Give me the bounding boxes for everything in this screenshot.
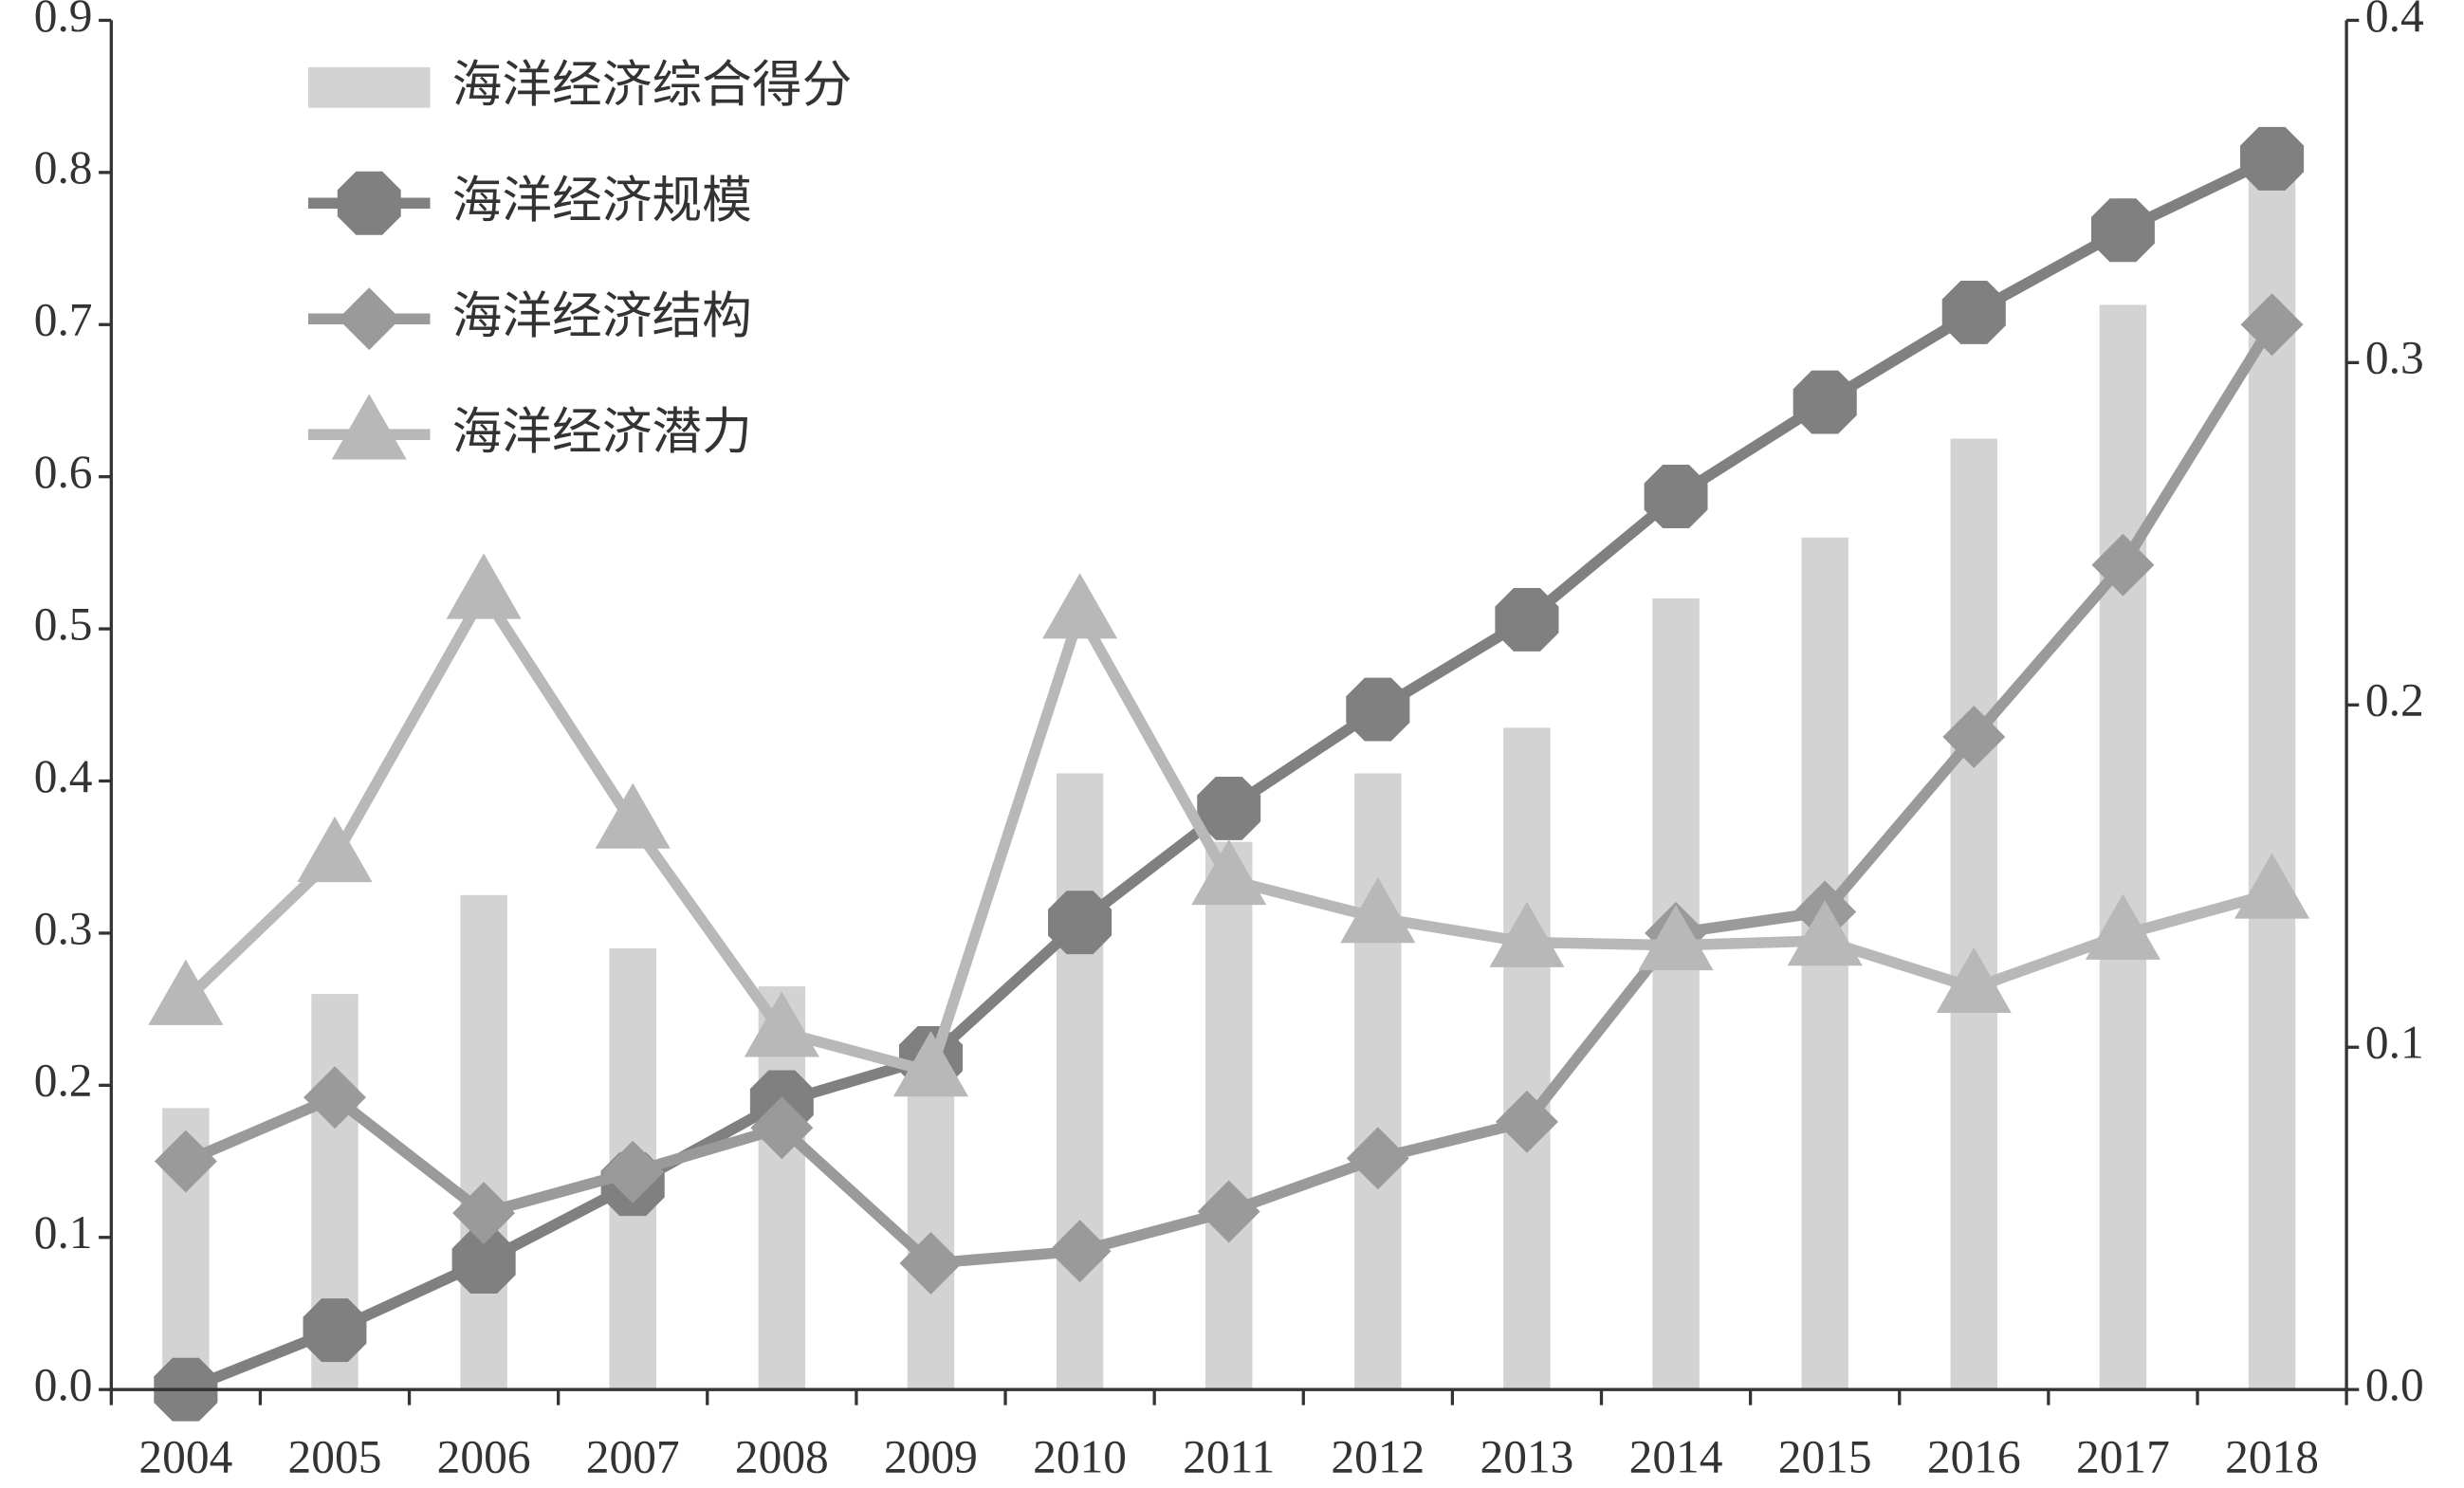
marker — [1048, 891, 1112, 955]
marker — [1489, 901, 1565, 967]
y-tick-label: 0.2 — [34, 1055, 93, 1107]
marker — [1197, 776, 1261, 840]
marker — [297, 816, 373, 883]
bar — [2248, 172, 2296, 1390]
marker — [1936, 946, 2012, 1014]
x-tick-label: 2007 — [586, 1430, 680, 1482]
marker — [744, 991, 819, 1057]
x-tick-label: 2004 — [138, 1430, 232, 1482]
marker — [1340, 877, 1416, 944]
marker — [154, 1130, 217, 1193]
marker — [750, 1096, 814, 1160]
marker — [1644, 464, 1708, 529]
legend-swatch — [307, 66, 431, 108]
y-tick-label: 0.3 — [34, 902, 93, 954]
bar — [1950, 438, 1998, 1390]
y-tick-label: 0.1 — [34, 1206, 93, 1258]
y-tick-label: 0.8 — [34, 141, 93, 193]
y-tick-label: 0.5 — [34, 597, 93, 650]
marker — [1495, 588, 1559, 652]
x-tick-label: 2014 — [1629, 1430, 1723, 1482]
marker — [451, 1229, 516, 1294]
marker — [1191, 838, 1267, 906]
marker — [2234, 853, 2310, 919]
marker — [2240, 126, 2305, 191]
y2-tick-label: 0.4 — [2365, 0, 2424, 42]
x-tick-label: 2011 — [1183, 1430, 1275, 1482]
y-tick-label: 0.6 — [34, 446, 93, 498]
x-tick-label: 2006 — [437, 1430, 531, 1482]
marker — [303, 1298, 367, 1363]
marker — [446, 553, 522, 619]
marker — [1042, 573, 1118, 639]
legend-label: 海洋经济综合得分 — [452, 56, 853, 114]
x-tick-label: 2010 — [1033, 1430, 1127, 1482]
x-tick-label: 2012 — [1331, 1430, 1425, 1482]
x-tick-label: 2005 — [288, 1430, 382, 1482]
legend-label: 海洋经济潜力 — [452, 403, 752, 461]
bar — [2099, 304, 2147, 1390]
marker — [595, 782, 671, 849]
x-tick-label: 2017 — [2076, 1430, 2170, 1482]
marker — [1793, 370, 1857, 434]
y-tick-label: 0.7 — [34, 294, 93, 346]
y2-tick-label: 0.3 — [2365, 332, 2424, 384]
marker — [1941, 281, 2006, 344]
x-tick-label: 2013 — [1480, 1430, 1574, 1482]
bar — [1503, 727, 1551, 1390]
bar — [460, 894, 507, 1390]
y2-tick-label: 0.1 — [2365, 1017, 2424, 1069]
y2-tick-label: 0.2 — [2365, 674, 2424, 726]
marker — [148, 959, 224, 1025]
x-tick-label: 2008 — [735, 1430, 829, 1482]
x-tick-label: 2016 — [1927, 1430, 2021, 1482]
marker — [2090, 198, 2155, 263]
legend-marker — [337, 171, 401, 235]
y2-tick-label: 0.0 — [2365, 1359, 2424, 1411]
marker — [2085, 893, 2161, 960]
y-tick-label: 0.9 — [34, 0, 93, 42]
legend-label: 海洋经济结构 — [452, 287, 752, 345]
bar — [1204, 841, 1253, 1390]
y-tick-label: 0.0 — [34, 1359, 93, 1411]
bar — [1354, 773, 1402, 1390]
marker — [1346, 677, 1410, 742]
legend-label: 海洋经济规模 — [452, 172, 752, 230]
legend-marker — [331, 394, 407, 460]
x-tick-label: 2015 — [1778, 1430, 1872, 1482]
marker — [1787, 900, 1863, 966]
bar — [1652, 598, 1700, 1390]
y-tick-label: 0.4 — [34, 750, 93, 802]
bar — [1056, 773, 1104, 1390]
x-tick-label: 2009 — [884, 1430, 978, 1482]
x-tick-label: 2018 — [2225, 1430, 2319, 1482]
marker — [1638, 904, 1714, 971]
legend-marker — [338, 287, 401, 351]
marker — [892, 1031, 969, 1097]
bar — [907, 1070, 955, 1390]
